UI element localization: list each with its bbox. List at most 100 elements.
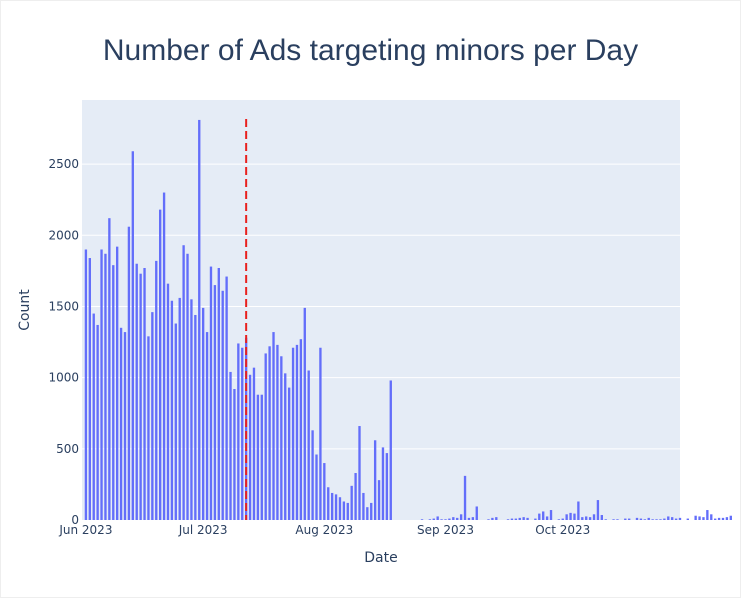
bar bbox=[659, 519, 662, 520]
bar bbox=[702, 517, 705, 520]
bar bbox=[217, 268, 220, 520]
y-tick-labels: 0 500 1000 1500 2000 2500 bbox=[48, 157, 79, 527]
bar bbox=[127, 226, 131, 521]
bar bbox=[303, 307, 306, 520]
bar bbox=[678, 517, 682, 520]
bar bbox=[377, 480, 381, 520]
y-tick-label: 2500 bbox=[48, 157, 79, 171]
bar bbox=[338, 497, 342, 520]
y-tick-label: 2000 bbox=[48, 228, 79, 242]
bar bbox=[588, 517, 592, 520]
bar bbox=[420, 519, 424, 520]
bar bbox=[354, 473, 357, 520]
bar bbox=[315, 454, 318, 520]
bar bbox=[717, 517, 721, 520]
bar bbox=[491, 517, 494, 520]
bar bbox=[557, 519, 561, 520]
bar bbox=[166, 283, 170, 520]
bar bbox=[522, 517, 525, 520]
bar bbox=[647, 517, 650, 520]
bar bbox=[244, 337, 248, 520]
bar bbox=[440, 519, 443, 520]
bar bbox=[370, 502, 373, 520]
bar bbox=[241, 347, 244, 520]
bar bbox=[350, 485, 353, 520]
bar bbox=[655, 519, 658, 520]
bar bbox=[534, 518, 537, 520]
bar bbox=[92, 313, 95, 520]
bar bbox=[198, 119, 201, 521]
bar bbox=[323, 463, 326, 520]
bar bbox=[260, 394, 263, 520]
bar bbox=[635, 517, 639, 520]
bar bbox=[178, 297, 181, 520]
bar bbox=[284, 373, 287, 520]
bar bbox=[170, 300, 174, 520]
bar bbox=[155, 260, 158, 520]
bar bbox=[158, 209, 162, 520]
bar bbox=[362, 492, 365, 520]
bar bbox=[299, 339, 303, 520]
bar bbox=[256, 394, 260, 520]
bar bbox=[225, 276, 228, 520]
bar bbox=[116, 246, 119, 520]
bar bbox=[604, 519, 607, 520]
bar bbox=[456, 517, 459, 520]
bar bbox=[186, 253, 189, 521]
bar bbox=[545, 516, 549, 520]
bar bbox=[639, 518, 643, 520]
bar bbox=[366, 507, 369, 520]
y-tick-label: 1500 bbox=[48, 299, 79, 313]
bar bbox=[358, 426, 361, 520]
bar bbox=[663, 518, 666, 520]
bar bbox=[538, 513, 541, 520]
bar bbox=[549, 510, 553, 520]
bar bbox=[561, 518, 564, 520]
bar bbox=[190, 299, 193, 520]
bar bbox=[628, 518, 631, 520]
bar bbox=[506, 519, 510, 520]
plot-area bbox=[82, 100, 680, 520]
bar bbox=[721, 517, 725, 520]
bar bbox=[710, 514, 713, 520]
bar bbox=[88, 258, 91, 520]
bar bbox=[581, 517, 584, 520]
bar bbox=[139, 273, 142, 520]
bar bbox=[237, 343, 240, 520]
bar bbox=[616, 519, 619, 520]
bar bbox=[272, 332, 275, 520]
bar bbox=[624, 518, 627, 520]
bar bbox=[436, 516, 439, 520]
bar bbox=[510, 518, 514, 520]
bar bbox=[694, 515, 697, 520]
bar bbox=[651, 519, 654, 520]
bar bbox=[100, 249, 103, 521]
bar bbox=[248, 374, 252, 520]
bar bbox=[330, 492, 334, 520]
bar bbox=[151, 312, 154, 520]
bar bbox=[612, 519, 615, 520]
bar bbox=[276, 344, 279, 520]
bar bbox=[143, 268, 146, 520]
bar bbox=[221, 290, 224, 520]
bar bbox=[205, 332, 209, 520]
bar bbox=[104, 253, 107, 521]
bar bbox=[448, 518, 451, 520]
bar bbox=[373, 440, 377, 520]
bar bbox=[123, 332, 127, 520]
x-tick-label: Jul 2023 bbox=[178, 523, 228, 537]
x-axis-title: Date bbox=[364, 550, 397, 566]
bar bbox=[714, 518, 717, 520]
bar bbox=[428, 519, 432, 520]
bar bbox=[518, 517, 521, 520]
bar bbox=[108, 218, 111, 520]
bar bbox=[233, 389, 236, 520]
bar bbox=[569, 512, 572, 520]
bar bbox=[264, 353, 267, 520]
bar bbox=[592, 514, 596, 520]
bar bbox=[526, 517, 529, 520]
bar bbox=[565, 514, 568, 520]
bar bbox=[573, 513, 576, 520]
bar bbox=[729, 515, 732, 520]
